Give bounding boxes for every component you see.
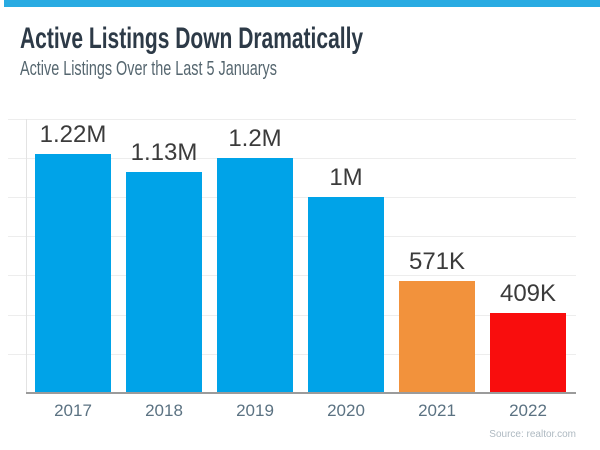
bar-value-label: 1.22M xyxy=(39,120,107,148)
chart-subtitle: Active Listings Over the Last 5 Januarys xyxy=(20,58,277,80)
bar-value-label: 1.2M xyxy=(228,124,282,152)
y-axis-line xyxy=(26,118,27,393)
x-axis-tick-label: 2019 xyxy=(236,401,274,420)
x-axis-tick-label: 2021 xyxy=(418,401,456,420)
bar xyxy=(35,153,111,393)
bar xyxy=(217,157,293,393)
source-attribution: Source: realtor.com xyxy=(489,429,576,440)
x-axis-tick-label: 2017 xyxy=(54,401,92,420)
bar-value-label: 1.13M xyxy=(130,138,198,166)
accent-strip xyxy=(4,0,600,7)
chart-title: Active Listings Down Dramatically xyxy=(20,22,364,55)
bar xyxy=(490,312,566,393)
bar-value-label: 571K xyxy=(408,248,466,276)
x-axis-tick-label: 2018 xyxy=(145,401,183,420)
gridline xyxy=(8,118,576,120)
bar xyxy=(126,171,202,393)
x-axis-tick-label: 2020 xyxy=(327,401,365,420)
x-axis-baseline xyxy=(26,392,576,394)
bar xyxy=(308,197,384,393)
x-axis-tick-label: 2022 xyxy=(509,401,547,420)
bar-value-label: 409K xyxy=(499,279,557,307)
bar-value-label: 1M xyxy=(329,164,363,191)
bar xyxy=(399,281,475,393)
